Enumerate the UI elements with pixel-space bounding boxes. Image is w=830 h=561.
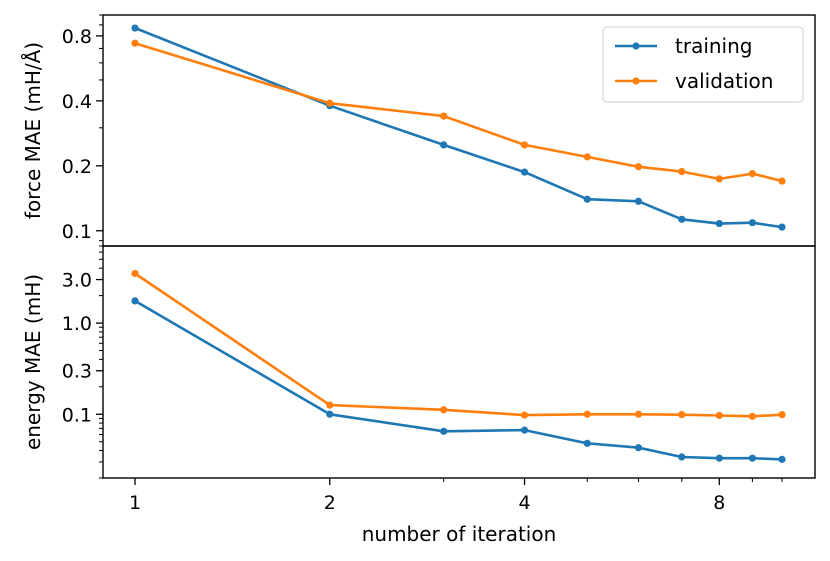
x-tick-label: 8 xyxy=(713,492,725,514)
data-point-validation xyxy=(678,168,686,176)
legend-marker-validation xyxy=(632,77,640,85)
data-point-training xyxy=(326,410,334,418)
x-tick-label: 1 xyxy=(129,492,141,514)
y-tick-label: 0.2 xyxy=(62,156,92,178)
data-point-training xyxy=(131,24,139,32)
data-point-training xyxy=(131,297,139,305)
data-point-validation xyxy=(778,177,786,185)
data-point-validation xyxy=(583,153,591,161)
data-point-training xyxy=(715,219,723,228)
plot-data-layer xyxy=(131,24,786,463)
legend-label-validation: validation xyxy=(675,69,773,93)
data-point-training xyxy=(583,439,591,447)
y-tick-label: 0.4 xyxy=(62,91,92,113)
data-point-validation xyxy=(520,411,529,419)
y-axis-label: force MAE (mH/Å) xyxy=(21,42,45,219)
data-point-training xyxy=(634,197,643,205)
data-point-training xyxy=(634,444,643,452)
y-tick-label: 0.3 xyxy=(62,361,92,383)
data-point-validation xyxy=(715,411,723,420)
data-point-training xyxy=(520,168,529,176)
x-axis-label: number of iteration xyxy=(362,522,557,546)
data-point-training xyxy=(778,455,786,463)
axes-layer xyxy=(96,14,816,485)
data-point-validation xyxy=(583,410,591,418)
y-tick-label: 0.1 xyxy=(62,404,92,426)
data-point-validation xyxy=(748,170,756,178)
data-point-validation xyxy=(715,175,723,183)
y-axis-label: energy MAE (mH) xyxy=(21,274,45,450)
data-point-validation xyxy=(440,112,448,120)
x-tick-label: 2 xyxy=(324,492,336,514)
y-tick-label: 0.1 xyxy=(62,221,92,243)
data-point-validation xyxy=(778,411,786,419)
data-point-training xyxy=(583,195,591,203)
text-layer: 0.1 0.2 0.4 0.8 force MAE (mH/Å) training vali… xyxy=(21,26,804,546)
data-point-validation xyxy=(440,406,448,414)
data-point-validation xyxy=(520,141,529,149)
plot-frame xyxy=(102,245,816,479)
series-line-validation xyxy=(134,272,783,418)
legend-marker-training xyxy=(632,42,640,50)
data-point-validation xyxy=(634,163,643,171)
data-point-training xyxy=(715,454,723,462)
data-point-validation xyxy=(634,410,643,418)
data-point-training xyxy=(440,427,448,435)
series-line-training xyxy=(134,26,783,229)
data-point-training xyxy=(748,454,756,462)
series-line-training xyxy=(134,299,783,461)
data-point-training xyxy=(748,219,756,227)
legend-label-training: training xyxy=(675,34,752,58)
data-point-validation xyxy=(326,99,334,107)
y-tick-label: 1.0 xyxy=(62,313,92,335)
data-point-validation xyxy=(131,269,139,278)
x-tick-label: 4 xyxy=(518,492,530,514)
data-point-validation xyxy=(748,412,756,420)
data-point-training xyxy=(778,223,786,231)
data-point-training xyxy=(440,141,448,149)
data-point-training xyxy=(678,453,686,461)
data-point-validation xyxy=(678,411,686,419)
series-line-validation xyxy=(134,41,783,183)
data-point-validation xyxy=(326,401,334,409)
data-point-training xyxy=(678,215,686,223)
y-tick-label: 3.0 xyxy=(62,270,92,292)
y-tick-label: 0.8 xyxy=(62,26,92,48)
data-point-validation xyxy=(131,39,139,47)
data-point-training xyxy=(520,426,529,434)
